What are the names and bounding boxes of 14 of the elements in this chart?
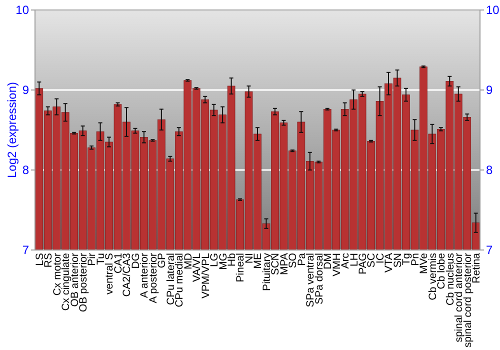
- y-tick-label: 10: [16, 3, 30, 18]
- x-tick-label: IC: [374, 252, 386, 264]
- y-tick-label: 7: [22, 243, 30, 258]
- x-tick-label: A posterior: [147, 252, 160, 304]
- y-tick-label: 8: [22, 163, 30, 178]
- x-tick-label: RS: [42, 253, 55, 268]
- y2-tick-label: 9: [486, 83, 493, 98]
- x-tick-label: DG: [130, 253, 142, 269]
- y-tick-label: 9: [22, 83, 30, 98]
- y2-tick-label: 10: [486, 3, 500, 18]
- x-tick-label: OB posterior: [77, 252, 90, 312]
- y-axis-title: Log2 (expression): [5, 82, 20, 178]
- y2-tick-label: 7: [486, 243, 493, 258]
- y2-tick-label: 8: [486, 163, 493, 178]
